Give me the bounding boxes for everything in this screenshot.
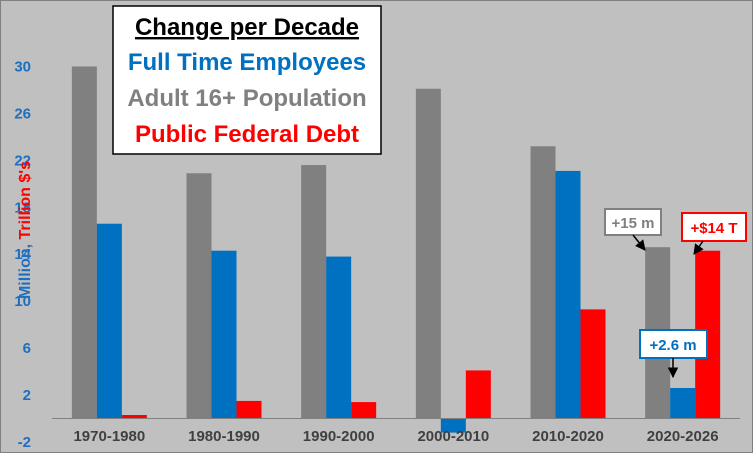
callout-employees: +2.6 m bbox=[639, 329, 708, 379]
y-tick-label: 14 bbox=[14, 246, 31, 263]
x-tick-label: 1970-1980 bbox=[73, 428, 145, 445]
bar-population bbox=[71, 66, 97, 419]
bar-employees bbox=[326, 256, 352, 419]
bar-employees bbox=[555, 170, 581, 419]
legend-item-population: Adult 16+ Population bbox=[127, 85, 366, 112]
legend-title: Change per Decade bbox=[135, 14, 359, 41]
bar-debt bbox=[465, 370, 491, 419]
bar-employees bbox=[440, 418, 466, 433]
bar-debt bbox=[236, 400, 262, 419]
bar-population bbox=[186, 173, 212, 419]
callout-debt-arrow bbox=[693, 240, 704, 255]
callout-employees-text: +2.6 m bbox=[649, 337, 696, 354]
x-tick-label: 1990-2000 bbox=[303, 428, 375, 445]
bar-population bbox=[530, 146, 556, 419]
y-axis-label: Million, Trillion $'s bbox=[17, 161, 34, 299]
y-tick-label: 30 bbox=[14, 58, 31, 75]
callout-population-text: +15 m bbox=[612, 215, 655, 232]
bar-debt bbox=[351, 402, 377, 419]
y-tick-label: 6 bbox=[23, 340, 31, 357]
y-axis-label-part2: Trillion $'s bbox=[17, 161, 34, 240]
callout-debt: +$14 T bbox=[681, 212, 747, 255]
bar-debt bbox=[580, 309, 606, 419]
bar-employees bbox=[96, 223, 122, 419]
x-tick-label: 1980-1990 bbox=[188, 428, 260, 445]
y-tick-label: -2 bbox=[18, 434, 31, 451]
y-tick-label: 26 bbox=[14, 105, 31, 122]
bar-population bbox=[301, 165, 327, 419]
bar-debt bbox=[121, 415, 147, 419]
bar-population bbox=[415, 88, 441, 419]
legend-box: Change per Decade Full Time Employees Ad… bbox=[112, 5, 382, 155]
x-tick-label: 2020-2026 bbox=[647, 428, 719, 445]
x-tick-label: 2000-2010 bbox=[417, 428, 489, 445]
x-tick-label: 2010-2020 bbox=[532, 428, 604, 445]
legend-item-debt: Public Federal Debt bbox=[135, 121, 359, 148]
y-tick-label: 2 bbox=[23, 387, 31, 404]
callout-population: +15 m bbox=[604, 208, 662, 251]
callout-debt-box bbox=[681, 212, 747, 242]
y-axis-label-part1: Million, bbox=[17, 239, 34, 299]
legend-item-employees: Full Time Employees bbox=[128, 49, 366, 76]
y-tick-label: 10 bbox=[14, 293, 31, 310]
callout-population-arrow bbox=[632, 234, 646, 251]
y-tick-label: 18 bbox=[14, 199, 31, 216]
bars-group bbox=[71, 66, 721, 433]
bar-employees bbox=[211, 250, 237, 419]
y-tick-label: 22 bbox=[14, 152, 31, 169]
bar-employees bbox=[670, 388, 696, 419]
callout-debt-text: +$14 T bbox=[690, 220, 737, 237]
x-axis: 1970-1980 1980-1990 1990-2000 2000-2010 2010… bbox=[73, 428, 718, 445]
legend-background bbox=[112, 5, 382, 155]
